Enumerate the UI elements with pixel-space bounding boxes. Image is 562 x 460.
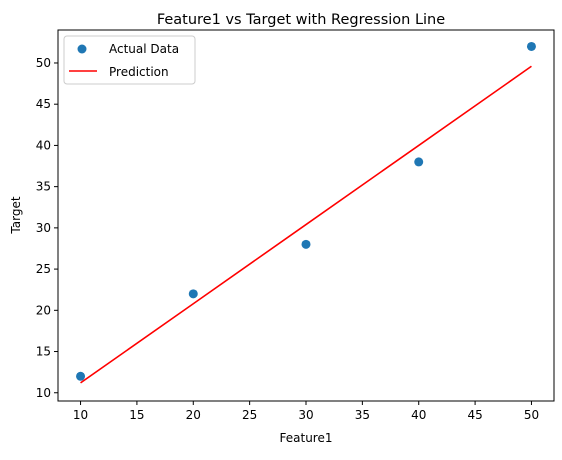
x-tick-label: 30	[298, 408, 313, 422]
chart-title: Feature1 vs Target with Regression Line	[157, 12, 445, 28]
x-tick-label: 50	[524, 408, 539, 422]
y-tick-label: 35	[36, 180, 51, 194]
x-tick-label: 15	[129, 408, 144, 422]
y-axis-label: Target	[9, 196, 23, 234]
data-point	[188, 289, 198, 299]
x-axis: 10 15 20 25 30 35 40 45 50	[73, 401, 539, 422]
legend-label-prediction: Prediction	[109, 65, 169, 79]
y-tick-label: 15	[36, 345, 51, 359]
y-tick-label: 50	[36, 56, 51, 70]
x-tick-label: 40	[411, 408, 426, 422]
y-axis: 10 15 20 25 30 35 40 45 50	[36, 56, 58, 400]
y-tick-label: 10	[36, 386, 51, 400]
y-tick-label: 25	[36, 262, 51, 276]
data-point	[301, 239, 311, 249]
x-axis-label: Feature1	[280, 431, 333, 445]
y-tick-label: 40	[36, 138, 51, 152]
legend: Actual Data Prediction	[63, 35, 196, 85]
legend-box	[63, 35, 196, 85]
y-tick-label: 45	[36, 97, 51, 111]
x-tick-label: 25	[242, 408, 257, 422]
x-tick-label: 45	[467, 408, 482, 422]
legend-label-actual-data: Actual Data	[109, 42, 179, 56]
legend-marker-actual-data	[77, 44, 87, 54]
x-tick-label: 35	[355, 408, 370, 422]
x-tick-label: 20	[186, 408, 201, 422]
y-tick-label: 20	[36, 303, 51, 317]
data-point	[76, 371, 86, 381]
data-point	[526, 41, 536, 51]
prediction-line	[80, 65, 532, 384]
data-point	[414, 157, 424, 167]
plot-area	[76, 41, 536, 384]
x-tick-label: 10	[73, 408, 88, 422]
y-tick-label: 30	[36, 221, 51, 235]
